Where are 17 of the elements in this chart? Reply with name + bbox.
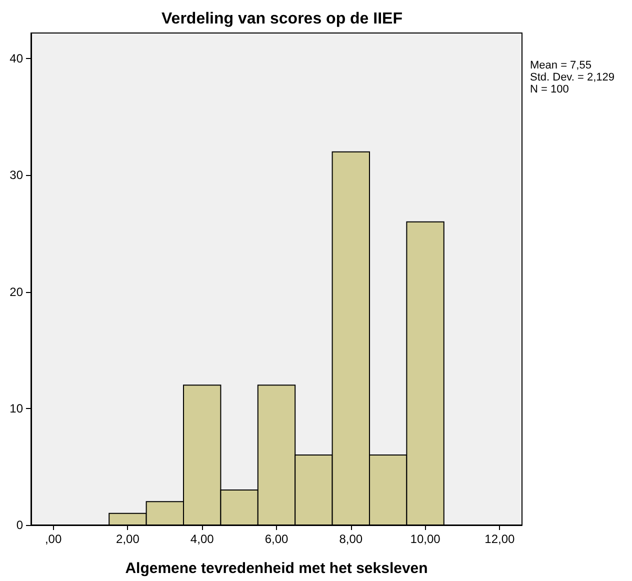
x-tick-label: 6,00 [264,532,288,546]
chart-title: Verdeling van scores op de IIEF [162,10,403,28]
y-tick-label: 20 [10,284,24,299]
x-tick-label: 8,00 [339,532,363,546]
x-tick-label: 4,00 [190,532,214,546]
text: Mean = 7,55 [530,60,592,72]
x-tick-label: ,00 [44,532,62,546]
x-tick-label: 10,00 [410,532,441,546]
y-tick-label: 40 [10,52,24,66]
y-tick-label: 0 [16,518,24,532]
y-tick-label: 30 [10,168,24,182]
x-tick-label: 2,00 [116,532,140,546]
x-axis-title: Algemene tevredenheid met het seksleven [125,560,428,577]
text: N = 100 [530,84,569,96]
text: Std. Dev. = 2,129 [530,72,614,84]
x-tick-label: 12,00 [484,532,516,546]
y-tick-label: 10 [10,401,24,416]
